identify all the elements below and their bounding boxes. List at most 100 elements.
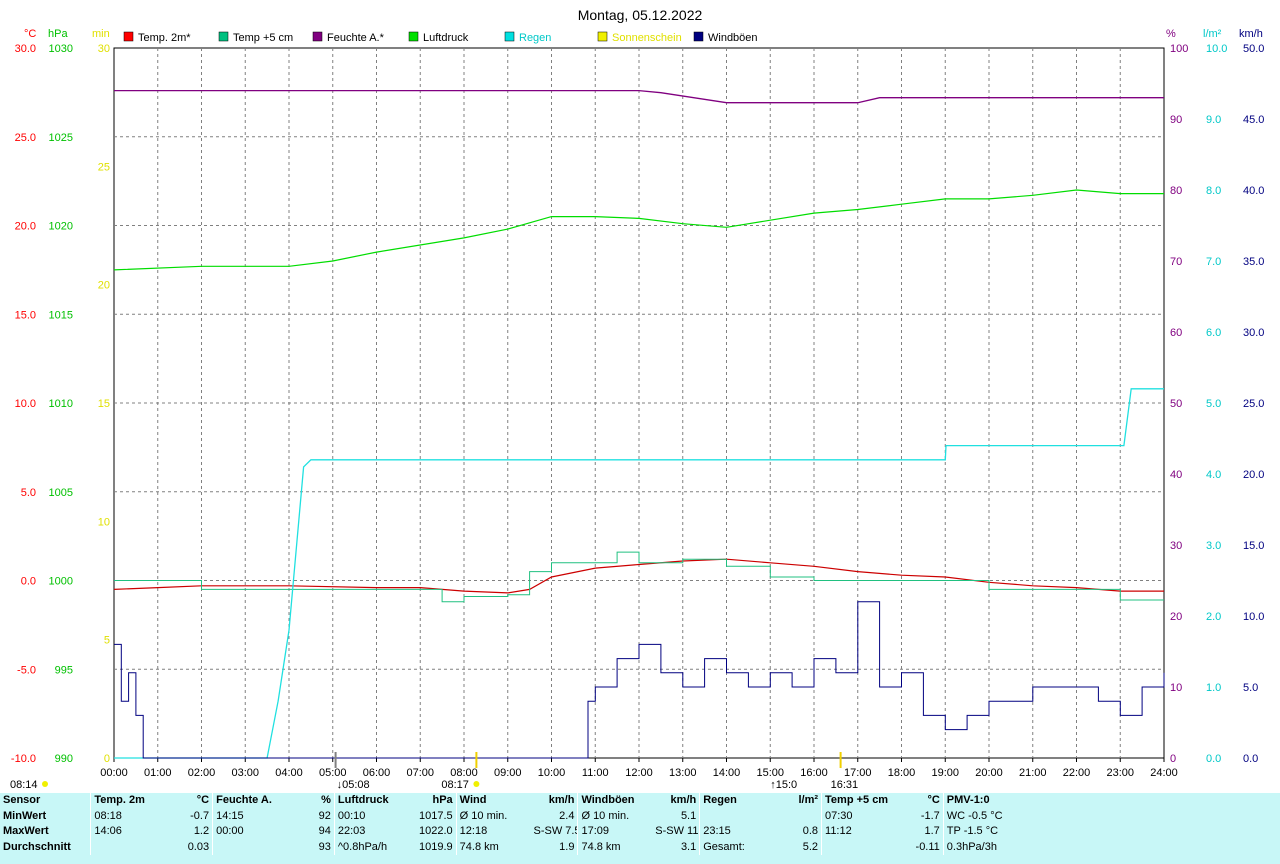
legend-label: Temp +5 cm <box>233 32 293 44</box>
tick-label-pressure: 1020 <box>49 221 73 233</box>
tick-label-pressure: 995 <box>55 664 73 676</box>
tick-label-humidity: 30 <box>1170 540 1182 552</box>
stats-header-label: Temp +5 cm <box>825 794 889 806</box>
stats-cell-value: 5.1 <box>652 808 701 824</box>
stats-row-label: MinWert <box>0 808 92 824</box>
stats-cell: WC -0.5 °C <box>946 809 1003 822</box>
stats-cell-time: Ø 10 min. <box>459 809 508 822</box>
series-line <box>114 388 1164 759</box>
stats-cell-value: 94 <box>286 824 335 840</box>
legend-label: Regen <box>519 32 551 44</box>
x-tick-label: 12:00 <box>625 767 653 779</box>
tick-label-rain: 1.0 <box>1206 682 1221 694</box>
stats-cell: 0.3hPa/3h <box>946 840 997 853</box>
x-tick-label: 10:00 <box>538 767 566 779</box>
x-tick-label: 08:00 <box>450 767 478 779</box>
stats-cell-time <box>213 840 287 856</box>
x-tick-label: 18:00 <box>888 767 916 779</box>
stats-cell-value: 2.4 <box>530 808 579 824</box>
tick-label-sunshine: 15 <box>98 398 110 410</box>
tick-label-rain: 10.0 <box>1206 43 1227 55</box>
axis-unit-rain: l/m² <box>1203 28 1222 40</box>
stats-cell-time: 07:30 <box>825 809 853 822</box>
x-tick-label: 14:00 <box>713 767 741 779</box>
tick-label-sunshine: 0 <box>104 753 110 765</box>
tick-label-pressure: 1005 <box>49 487 73 499</box>
series-line <box>114 601 1165 759</box>
sun-icon <box>473 781 480 787</box>
tick-label-sunshine: 30 <box>98 43 110 55</box>
tick-label-pressure: 1015 <box>49 309 73 321</box>
tick-label-sunshine: 20 <box>98 280 110 292</box>
stats-cell-time: 12:18 <box>459 825 488 837</box>
x-tick-label: 24:00 <box>1150 767 1178 779</box>
tick-label-rain: 3.0 <box>1206 540 1221 552</box>
legend-label: Sonnenschein <box>612 32 682 44</box>
stats-header-label: Temp. 2m <box>94 794 145 806</box>
x-tick-label: 04:00 <box>275 767 303 779</box>
tick-label-wind: 15.0 <box>1243 540 1264 552</box>
tick-label-wind: 50.0 <box>1243 43 1264 55</box>
stats-cell-value: -0.7 <box>165 808 214 824</box>
stats-cell-value: S-SW 11.3 <box>652 824 701 840</box>
x-tick-label: 17:00 <box>844 767 872 779</box>
stats-row-label: MaxWert <box>0 824 92 840</box>
legend-swatch <box>693 31 704 42</box>
axis-unit-pressure: hPa <box>48 28 68 40</box>
tick-label-rain: 0.0 <box>1206 753 1221 765</box>
sun-marker-label: 08:14 <box>10 779 38 791</box>
tick-label-rain: 9.0 <box>1206 114 1221 126</box>
tick-label-pressure: 990 <box>55 753 73 765</box>
tick-label-temp: 0.0 <box>21 576 36 588</box>
sun-marker-label: ↑15:0 <box>770 779 797 791</box>
tick-label-rain: 7.0 <box>1206 256 1221 268</box>
stats-cell-value: 1.9 <box>530 839 579 855</box>
stats-cell-time: 17:09 <box>581 825 609 837</box>
stats-cell-time: 74.8 km <box>459 840 499 853</box>
stats-cell-value: 1019.9 <box>408 839 457 855</box>
stats-header-label: Feuchte A. <box>216 794 272 806</box>
stats-header-label: Luftdruck <box>337 794 389 806</box>
tick-label-humidity: 100 <box>1170 43 1188 55</box>
tick-label-pressure: 1010 <box>49 398 73 410</box>
stats-header-label: Sensor <box>0 793 92 809</box>
tick-label-temp: 20.0 <box>15 221 36 233</box>
tick-label-pressure: 1025 <box>49 132 73 144</box>
stats-header-unit: hPa <box>408 793 457 809</box>
stats-header-label: Windböen <box>581 794 635 806</box>
stats-cell-value: 0.03 <box>165 839 214 855</box>
statistics-panel: Sensor Temp. 2m °C Feuchte A.% Luftdruck hPa W… <box>0 793 1280 864</box>
tick-label-wind: 40.0 <box>1243 185 1264 197</box>
stats-cell-time: ^0.8hPa/h <box>337 840 388 853</box>
stats-cell-value: -1.7 <box>895 808 944 824</box>
axis-unit-humidity: % <box>1166 28 1176 40</box>
stats-row-label: Durchschnitt <box>0 839 92 855</box>
sun-marker-label: 16:31 <box>831 779 859 791</box>
stats-cell-time: Ø 10 min. <box>581 809 630 822</box>
stats-cell-time <box>91 840 165 856</box>
stats-cell-time: 74.8 km <box>581 840 621 853</box>
x-tick-label: 05:00 <box>319 767 347 779</box>
stats-cell-time: 11:12 <box>825 825 852 837</box>
stats-header-unit: °C <box>895 793 944 809</box>
tick-label-temp: 25.0 <box>15 132 36 144</box>
legend-swatch <box>312 31 323 42</box>
stats-cell-value: -0.11 <box>895 839 944 855</box>
tick-label-humidity: 0 <box>1170 753 1176 765</box>
tick-label-wind: 20.0 <box>1243 469 1264 481</box>
stats-cell-time <box>700 809 774 825</box>
stats-cell-time: 00:00 <box>216 825 244 837</box>
series-line <box>114 551 1164 603</box>
stats-header-label: Regen <box>703 794 737 806</box>
tick-label-rain: 5.0 <box>1206 398 1221 410</box>
stats-cell-value: 92 <box>286 808 335 824</box>
legend-label: Temp. 2m* <box>138 32 191 44</box>
stats-cell-value: 1022.0 <box>408 824 457 840</box>
stats-cell-time <box>822 840 896 856</box>
statistics-table: Sensor Temp. 2m °C Feuchte A.% Luftdruck hPa W… <box>0 793 1280 855</box>
tick-label-rain: 8.0 <box>1206 185 1221 197</box>
tick-label-wind: 5.0 <box>1243 682 1258 694</box>
x-tick-label: 21:00 <box>1019 767 1047 779</box>
x-tick-label: 15:00 <box>756 767 784 779</box>
x-tick-label: 02:00 <box>188 767 216 779</box>
